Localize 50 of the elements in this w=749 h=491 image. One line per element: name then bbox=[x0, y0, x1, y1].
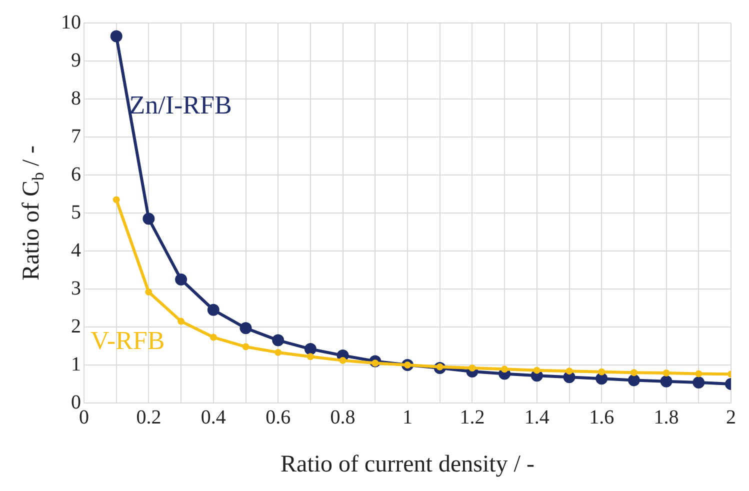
point bbox=[630, 369, 638, 376]
y-tick-label: 5 bbox=[71, 201, 81, 224]
point bbox=[304, 343, 316, 356]
x-tick-label: 0.4 bbox=[200, 406, 226, 428]
x-tick-label: 1.8 bbox=[654, 406, 679, 428]
y-tick-label: 0 bbox=[71, 391, 81, 414]
point bbox=[692, 376, 705, 388]
point bbox=[662, 369, 670, 376]
point bbox=[274, 348, 282, 356]
point bbox=[306, 353, 314, 360]
x-tick-label: 0.6 bbox=[266, 406, 291, 428]
y-tick-label: 10 bbox=[61, 11, 81, 34]
x-tick-label: 1.6 bbox=[589, 406, 614, 428]
point bbox=[110, 30, 122, 42]
y-tick-label: 7 bbox=[71, 125, 81, 148]
y-tick-label: 2 bbox=[71, 315, 81, 338]
x-tick-label: 1 bbox=[402, 406, 412, 428]
x-tick-label: 0.2 bbox=[136, 406, 162, 428]
y-axis-title: Ratio of Cb / - bbox=[18, 145, 48, 281]
x-tick-label: 0.8 bbox=[330, 406, 356, 428]
point bbox=[660, 375, 672, 388]
y-tick-label: 3 bbox=[71, 277, 81, 300]
y-tick-label: 4 bbox=[71, 239, 81, 262]
point bbox=[242, 343, 250, 350]
point bbox=[533, 366, 540, 374]
y-tick-label: 1 bbox=[71, 353, 81, 376]
point bbox=[339, 356, 346, 364]
point bbox=[178, 318, 185, 325]
point bbox=[695, 370, 702, 378]
point bbox=[272, 334, 284, 346]
point bbox=[566, 368, 573, 375]
point bbox=[207, 304, 220, 316]
series-label: V-RFB bbox=[90, 326, 165, 356]
point bbox=[240, 322, 252, 334]
series-label: Zn/I-RFB bbox=[129, 90, 232, 120]
point bbox=[112, 196, 120, 204]
x-tick-label: 1.4 bbox=[524, 406, 550, 428]
x-tick-label: 2 bbox=[726, 406, 736, 428]
point bbox=[175, 274, 188, 286]
point bbox=[628, 374, 640, 386]
x-tick-label: 1.2 bbox=[460, 406, 485, 428]
y-tick-label: 8 bbox=[71, 87, 81, 110]
point bbox=[598, 368, 606, 376]
x-axis-title: Ratio of current density / - bbox=[280, 451, 534, 478]
point bbox=[210, 334, 217, 341]
y-tick-label: 6 bbox=[71, 163, 81, 186]
point bbox=[145, 288, 152, 296]
y-tick-label: 9 bbox=[71, 49, 81, 72]
point bbox=[142, 212, 155, 225]
point bbox=[501, 366, 508, 373]
